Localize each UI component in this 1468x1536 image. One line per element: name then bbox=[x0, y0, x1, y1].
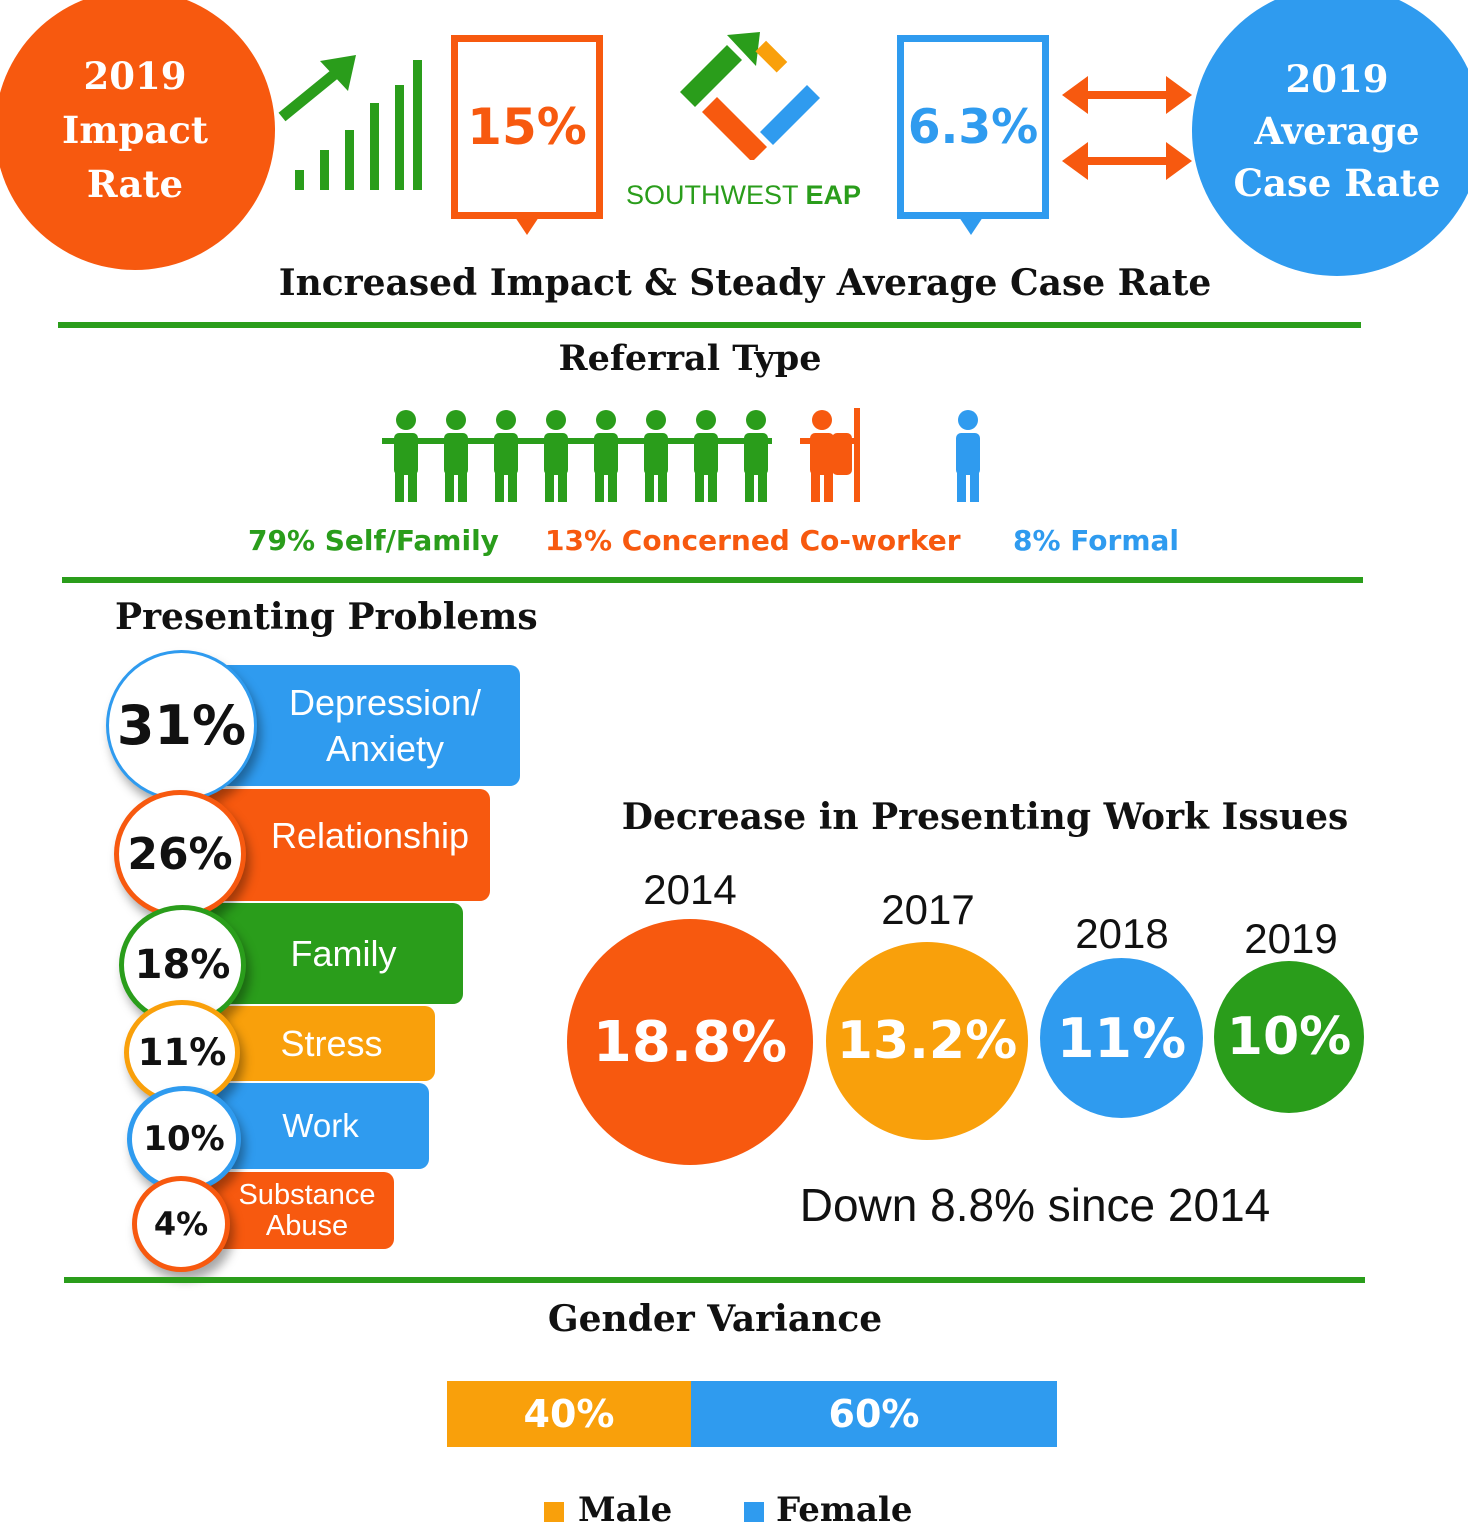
problem-pct-work: 10% bbox=[127, 1086, 241, 1192]
gender-bar-female: 60% bbox=[691, 1381, 1057, 1447]
problem-label-line2: Anxiety bbox=[325, 727, 445, 769]
referral-title: Referral Type bbox=[558, 338, 822, 379]
problem-pct-relationship: 26% bbox=[114, 790, 246, 918]
brand-name: SOUTHWEST EAP bbox=[626, 180, 861, 211]
double-arrow-icon bbox=[1062, 76, 1192, 180]
average-case-rate-value: 6.3% bbox=[897, 35, 1049, 219]
gender-title: Gender Variance bbox=[547, 1298, 883, 1340]
female-legend-swatch bbox=[744, 1502, 764, 1522]
average-label-word1: Average bbox=[1254, 109, 1420, 153]
work-issue-circle-2018: 11% bbox=[1040, 958, 1203, 1118]
work-issue-circle-2014: 18.8% bbox=[567, 919, 813, 1165]
referral-people-icons bbox=[382, 408, 980, 502]
year-2014: 2014 bbox=[643, 866, 737, 913]
average-label-word2: Case Rate bbox=[1233, 161, 1441, 205]
impact-label-word2: Rate bbox=[86, 162, 184, 206]
year-2017: 2017 bbox=[881, 886, 975, 933]
average-label-year: 2019 bbox=[1285, 57, 1389, 101]
problem-bar-depression: Depression/Anxiety bbox=[200, 665, 520, 786]
referral-coworker: 13% Concerned Co-worker bbox=[545, 524, 961, 557]
growth-chart-icon bbox=[278, 55, 422, 190]
problem-bar-relationship: Relationship bbox=[200, 789, 490, 901]
brand-name-part1: SOUTHWEST bbox=[626, 180, 799, 210]
presenting-title: Presenting Problems bbox=[115, 596, 538, 638]
year-2018: 2018 bbox=[1075, 910, 1169, 957]
referral-self-family: 79% Self/Family bbox=[248, 524, 499, 557]
problem-bar-stress: Stress bbox=[200, 1006, 435, 1081]
work-issues-title: Decrease in Presenting Work Issues bbox=[621, 796, 1349, 838]
female-legend-label: Female bbox=[776, 1490, 913, 1530]
problem-bar-substance-abuse: Substance Abuse bbox=[200, 1172, 394, 1249]
brand-name-part2: EAP bbox=[805, 180, 862, 210]
divider-3 bbox=[64, 1277, 1365, 1283]
impact-rate-value: 15% bbox=[451, 35, 603, 219]
divider-2 bbox=[62, 577, 1363, 583]
problem-label: Stress bbox=[280, 1022, 383, 1064]
problem-label: Work bbox=[282, 1107, 359, 1144]
problem-label-line1: Substance bbox=[238, 1178, 376, 1211]
year-2019: 2019 bbox=[1244, 915, 1338, 962]
problem-label: Family bbox=[290, 932, 397, 974]
work-issue-circle-2019: 10% bbox=[1214, 961, 1364, 1113]
referral-formal: 8% Formal bbox=[1013, 524, 1179, 557]
problem-pct-substance-abuse: 4% bbox=[132, 1176, 230, 1272]
problem-bar-family: Family bbox=[200, 903, 463, 1004]
formal-person-icon bbox=[956, 410, 980, 502]
problem-label: Relationship bbox=[270, 815, 470, 856]
headline: Increased Impact & Steady Average Case R… bbox=[278, 262, 1212, 304]
male-legend-swatch bbox=[544, 1502, 564, 1522]
work-issue-circle-2017: 13.2% bbox=[826, 942, 1028, 1140]
impact-callout-tail bbox=[515, 217, 539, 235]
divider-1 bbox=[58, 322, 1361, 328]
gender-bar-male: 40% bbox=[447, 1381, 691, 1447]
problem-pct-depression: 31% bbox=[106, 650, 257, 801]
work-issues-note: Down 8.8% since 2014 bbox=[799, 1179, 1271, 1231]
male-legend-label: Male bbox=[578, 1490, 673, 1530]
impact-label-year: 2019 bbox=[83, 54, 187, 98]
average-callout-tail bbox=[959, 217, 983, 235]
self-family-people-icon bbox=[382, 410, 772, 502]
southwest-eap-logo-icon bbox=[680, 32, 820, 160]
coworker-people-icon bbox=[800, 408, 860, 502]
problem-label-line1: Depression/ bbox=[288, 681, 482, 723]
average-case-rate-circle: 2019 Average Case Rate bbox=[1192, 0, 1468, 276]
impact-label-word1: Impact bbox=[62, 108, 208, 152]
gender-bar: 40% 60% bbox=[447, 1381, 1057, 1447]
impact-rate-circle: 2019 Impact Rate bbox=[0, 0, 275, 270]
problem-label-line2: Abuse bbox=[265, 1209, 349, 1242]
